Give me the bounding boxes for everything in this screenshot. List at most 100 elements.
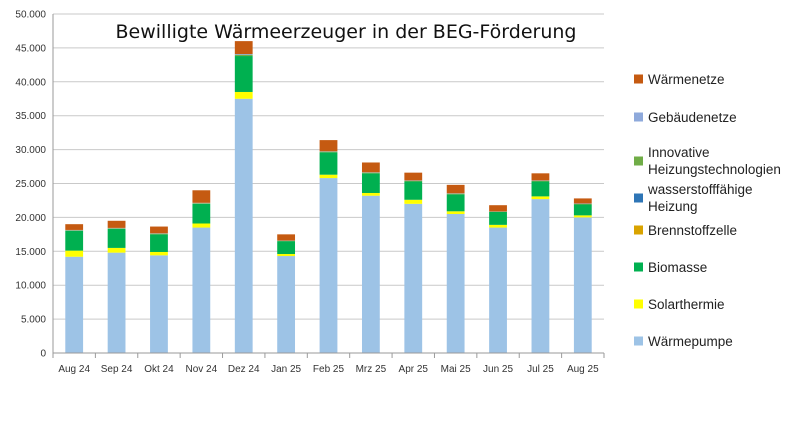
legend-swatch [634,193,643,203]
legend-item: Solarthermie [634,297,725,312]
bar-segment [446,194,465,212]
legend-label: wasserstofffähige Heizung [647,182,753,214]
bar-segment [234,98,253,353]
bar-segment [234,41,253,55]
bar-segment [361,172,380,174]
x-tick-label: Dez 24 [228,364,260,375]
legend-label-line: Heizungstechnologien [648,162,781,177]
bar-segment [573,215,592,218]
bar-segment [404,181,423,200]
legend-item: wasserstofffähige Heizung [634,182,753,214]
legend-label: Gebäudenetze [648,110,737,125]
bar-segment [192,223,211,228]
bar-segment [234,91,253,99]
x-tick-label: Mrz 25 [356,364,387,375]
legend-swatch [634,112,643,122]
bar-segment [192,203,211,204]
y-tick-label: 20.000 [15,213,46,224]
y-tick-label: 5.000 [21,315,46,326]
legend-label-line: wasserstofffähige [647,182,753,197]
legend-label-line: Innovative [648,145,710,160]
bar-segment [361,192,380,196]
x-tick-label: Feb 25 [313,364,345,375]
bar-segment [150,255,168,353]
bar-segment [489,227,507,353]
bar-segment [107,247,126,253]
x-tick-label: Sep 24 [101,364,133,375]
legend-swatch [634,336,643,346]
legend-label-line: Gebäudenetze [648,110,737,125]
legend-item: Biomasse [634,260,707,275]
bar-segment [531,180,550,182]
y-tick-label: 40.000 [15,77,46,88]
legend-swatch [634,74,643,84]
bar-segment [234,56,253,92]
x-tick-label: Aug 24 [58,364,90,375]
legend-item: Brennstoffzelle [634,223,737,238]
legend-label-line: Wärmepumpe [648,334,733,349]
bar-segment [573,217,592,353]
x-tick-label: Jul 25 [527,364,554,375]
bar-segment [404,199,423,204]
bar-segment [531,173,550,181]
bar-segment [446,193,465,195]
bar-segment [107,228,126,248]
bar-segment [65,230,84,231]
bar-segment [65,250,84,257]
chart-title: Bewilligte Wärmeerzeuger in der BEG-Förd… [116,21,577,43]
y-tick-label: 15.000 [15,247,46,258]
x-tick-label: Nov 24 [186,364,218,375]
bar-segment [489,211,507,225]
legend-label: Brennstoffzelle [648,223,737,238]
bar-segment [573,198,592,204]
bars [65,41,592,353]
bar-segment [319,140,338,152]
bar-segment [361,195,380,353]
bar-segment [319,174,338,179]
bar-segment [277,241,296,255]
bar-segment [319,152,338,175]
bar-segment [404,180,423,182]
legend-swatch [634,225,643,235]
legend-label-line: Solarthermie [648,297,725,312]
legend-label: Wärmenetze [648,72,725,87]
legend-label: Wärmepumpe [648,334,733,349]
legend-label-line: Wärmenetze [648,72,725,87]
legend-label: Biomasse [648,260,707,275]
x-tick-label: Jan 25 [271,364,301,375]
legend-item: Wärmepumpe [634,334,733,349]
legend-item: Gebäudenetze [634,110,737,125]
legend-label-line: Heizung [648,199,698,214]
legend-item: Wärmenetze [634,72,725,87]
legend-label-line: Brennstoffzelle [648,223,737,238]
bar-segment [150,234,168,252]
bar-segment [361,162,380,173]
bar-segment [107,252,126,353]
bar-segment [446,211,465,215]
bar-segment [65,230,84,251]
x-tick-label: Apr 25 [399,364,429,375]
axes [52,14,605,358]
bar-segment [489,224,507,228]
y-tick-label: 25.000 [15,179,46,190]
legend-swatch [634,156,643,166]
bar-segment [192,203,211,224]
y-tick-label: 45.000 [15,43,46,54]
bar-segment [573,204,592,216]
bar-segment [319,151,338,153]
y-tick-label: 10.000 [15,281,46,292]
bar-segment [573,203,592,205]
bar-segment [404,172,423,181]
legend-item: Innovative Heizungstechnologien [634,145,781,177]
legend-swatch [634,299,643,309]
y-tick-label: 35.000 [15,111,46,122]
bar-segment [531,199,550,353]
legend-swatch [634,262,643,272]
bar-segment [531,196,550,200]
legend: Wärmenetze Gebäudenetze Innovative Heizungs… [634,72,781,349]
bar-segment [150,226,168,234]
bar-segment [446,184,465,194]
bar-segment [65,224,84,230]
y-tick-label: 50.000 [15,10,46,21]
